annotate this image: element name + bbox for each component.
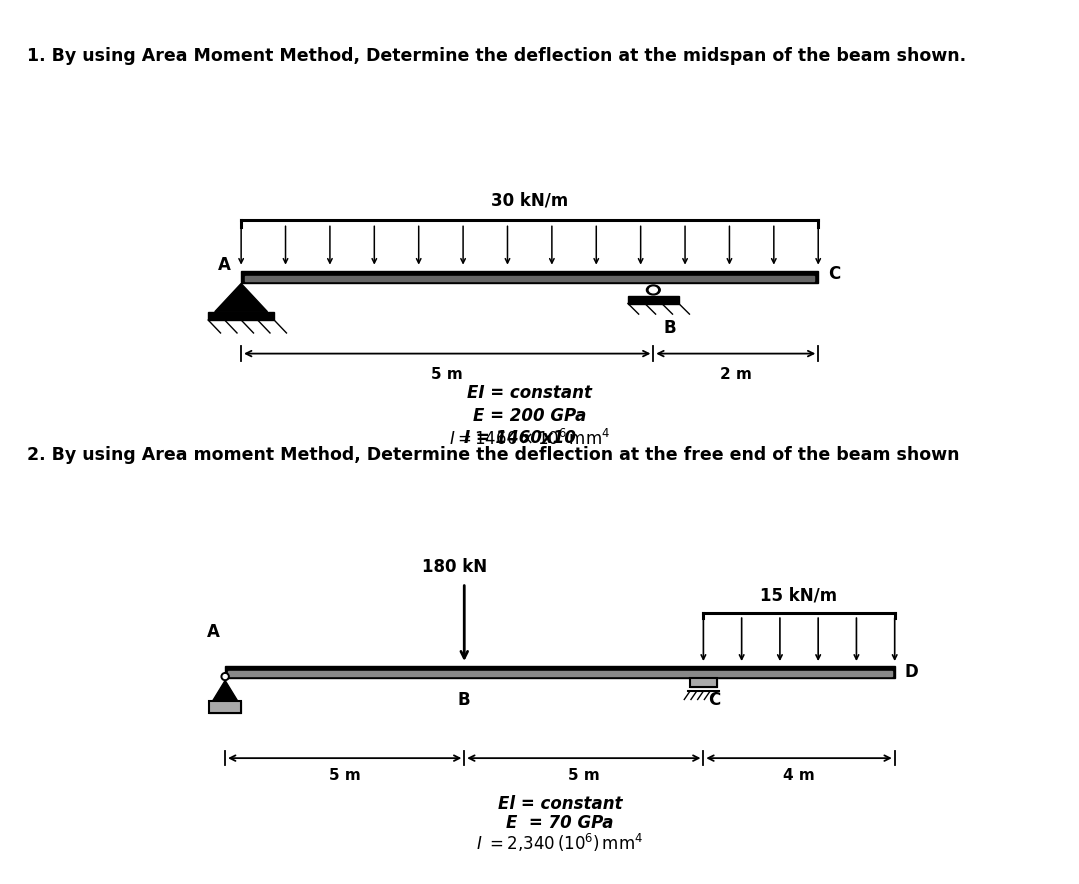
- Text: C: C: [828, 265, 841, 283]
- Bar: [689, 678, 716, 688]
- Text: 15 kN/m: 15 kN/m: [761, 586, 837, 605]
- Bar: [245, 276, 814, 281]
- Text: 4 m: 4 m: [783, 768, 815, 783]
- Text: 2. By using Area moment Method, Determine the deflection at the free end of the : 2. By using Area moment Method, Determin…: [27, 446, 959, 464]
- Text: $I = 1460\times10^6\,\mathrm{mm}^4$: $I = 1460\times10^6\,\mathrm{mm}^4$: [449, 429, 611, 449]
- Text: 30 kN/m: 30 kN/m: [491, 192, 569, 210]
- Text: 5 m: 5 m: [432, 367, 463, 382]
- Text: 2 m: 2 m: [720, 367, 752, 382]
- Text: 180 kN: 180 kN: [422, 558, 488, 575]
- Text: E = 200 GPa: E = 200 GPa: [473, 407, 586, 424]
- Circle shape: [221, 673, 229, 681]
- Circle shape: [650, 287, 657, 293]
- Text: C: C: [708, 691, 721, 709]
- Text: E  = 70 GPa: E = 70 GPa: [506, 814, 614, 832]
- Text: I = 1460x10: I = 1460x10: [464, 429, 576, 447]
- Text: I = 1460x10: I = 1460x10: [465, 429, 577, 447]
- Text: A: A: [206, 622, 219, 641]
- Bar: [208, 701, 242, 713]
- Bar: [226, 667, 894, 678]
- Text: EI = constant: EI = constant: [467, 385, 592, 402]
- Bar: [208, 312, 274, 320]
- Circle shape: [646, 285, 660, 295]
- Bar: [228, 671, 892, 675]
- Bar: [689, 678, 716, 688]
- Bar: [241, 271, 818, 284]
- Text: D: D: [904, 663, 918, 682]
- Text: 5 m: 5 m: [568, 768, 600, 783]
- Bar: [628, 296, 679, 303]
- Polygon shape: [215, 284, 268, 312]
- Text: A: A: [218, 256, 231, 274]
- Text: El = constant: El = constant: [497, 796, 623, 813]
- Text: $I\ =2{,}340\,(10^6)\,\mathrm{mm}^4$: $I\ =2{,}340\,(10^6)\,\mathrm{mm}^4$: [476, 833, 643, 855]
- Circle shape: [223, 674, 228, 679]
- Text: 1. By using Area Moment Method, Determine the deflection at the midspan of the b: 1. By using Area Moment Method, Determin…: [27, 47, 966, 65]
- Bar: [208, 701, 242, 713]
- Text: 5 m: 5 m: [329, 768, 360, 783]
- Text: B: B: [664, 319, 675, 338]
- Text: B: B: [457, 691, 470, 709]
- Polygon shape: [213, 681, 237, 701]
